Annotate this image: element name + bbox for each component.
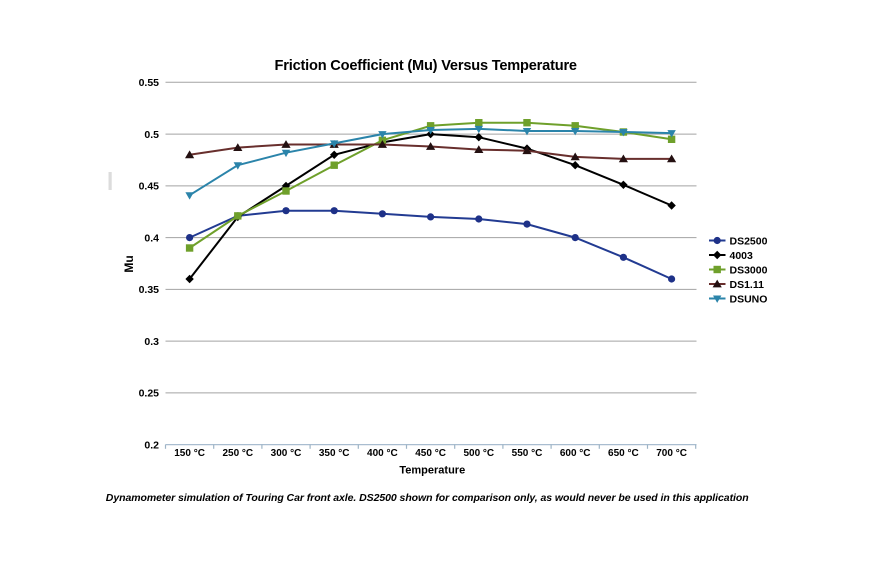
svg-text:DS3000: DS3000 bbox=[730, 264, 768, 276]
svg-text:Dynamometer simulation of Tour: Dynamometer simulation of Touring Car fr… bbox=[106, 492, 749, 504]
svg-text:Friction Coefficient (Mu) Vers: Friction Coefficient (Mu) Versus Tempera… bbox=[275, 58, 577, 74]
svg-text:0.2: 0.2 bbox=[144, 439, 159, 451]
svg-text:300 °C: 300 °C bbox=[271, 448, 302, 459]
svg-text:Mu: Mu bbox=[122, 255, 136, 272]
svg-text:0.35: 0.35 bbox=[139, 284, 160, 296]
svg-text:450 °C: 450 °C bbox=[415, 448, 446, 459]
svg-text:DS2500: DS2500 bbox=[730, 235, 768, 247]
svg-text:650 °C: 650 °C bbox=[608, 448, 639, 459]
svg-text:DSUNO: DSUNO bbox=[730, 293, 768, 305]
svg-text:0.45: 0.45 bbox=[139, 181, 160, 193]
svg-text:0.25: 0.25 bbox=[139, 388, 160, 400]
svg-text:350 °C: 350 °C bbox=[319, 448, 350, 459]
svg-text:400 °C: 400 °C bbox=[367, 448, 398, 459]
svg-text:600 °C: 600 °C bbox=[560, 448, 591, 459]
svg-text:Temperature: Temperature bbox=[399, 465, 465, 477]
svg-text:0.5: 0.5 bbox=[144, 129, 159, 141]
svg-text:4003: 4003 bbox=[730, 250, 754, 262]
svg-text:700 °C: 700 °C bbox=[656, 448, 687, 459]
svg-text:550 °C: 550 °C bbox=[512, 448, 543, 459]
svg-text:500 °C: 500 °C bbox=[463, 448, 494, 459]
svg-text:0.4: 0.4 bbox=[144, 232, 159, 244]
svg-text:DS1.11: DS1.11 bbox=[730, 279, 765, 291]
svg-text:0.55: 0.55 bbox=[139, 77, 160, 89]
svg-text:150 °C: 150 °C bbox=[174, 448, 205, 459]
svg-text:0.3: 0.3 bbox=[144, 336, 159, 348]
svg-text:250 °C: 250 °C bbox=[222, 448, 253, 459]
